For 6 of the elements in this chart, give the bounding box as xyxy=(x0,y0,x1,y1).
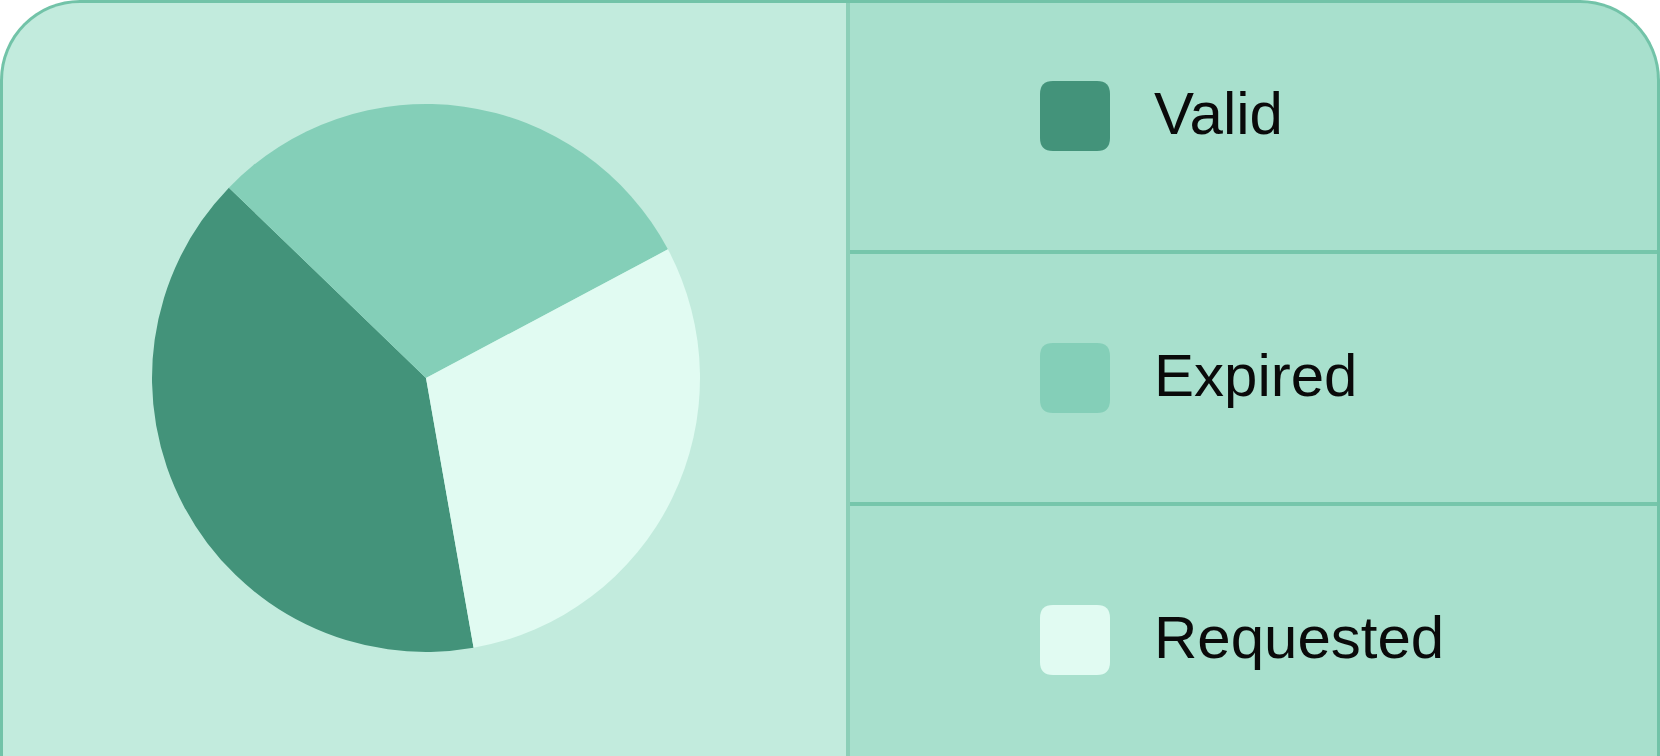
pie-slice xyxy=(152,187,474,652)
pie-slice xyxy=(228,104,668,378)
pie-slice xyxy=(426,249,700,648)
legend-label: Expired xyxy=(1154,342,1358,409)
legend-label: Valid xyxy=(1154,80,1283,147)
legend-label: Requested xyxy=(1154,604,1445,671)
